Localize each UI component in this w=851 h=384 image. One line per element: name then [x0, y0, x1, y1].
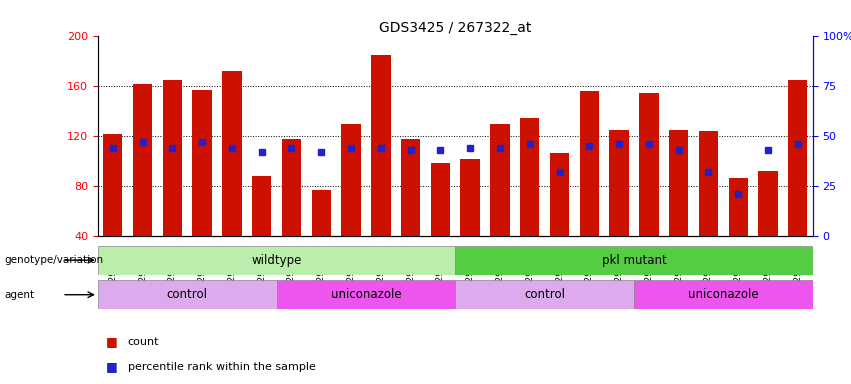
Bar: [311, 190, 331, 236]
Text: control: control: [524, 288, 565, 301]
Bar: [98, 246, 455, 275]
Bar: [401, 139, 420, 236]
Text: uniconazole: uniconazole: [688, 288, 758, 301]
Text: ■: ■: [106, 360, 123, 373]
Text: agent: agent: [4, 290, 34, 300]
Bar: [758, 171, 778, 236]
Text: genotype/variation: genotype/variation: [4, 255, 103, 265]
Bar: [163, 80, 182, 236]
Bar: [639, 93, 659, 236]
Text: count: count: [128, 337, 159, 347]
Bar: [431, 162, 450, 236]
Title: GDS3425 / 267322_at: GDS3425 / 267322_at: [379, 22, 532, 35]
Bar: [699, 131, 718, 236]
Bar: [252, 176, 271, 236]
Text: percentile rank within the sample: percentile rank within the sample: [128, 362, 316, 372]
Text: wildtype: wildtype: [251, 254, 302, 266]
Bar: [455, 280, 634, 309]
Text: uniconazole: uniconazole: [331, 288, 401, 301]
Bar: [460, 159, 480, 236]
Text: control: control: [167, 288, 208, 301]
Bar: [788, 80, 808, 236]
Bar: [222, 71, 242, 236]
Text: pkl mutant: pkl mutant: [602, 254, 666, 266]
Bar: [341, 124, 361, 236]
Bar: [520, 118, 540, 236]
Bar: [103, 134, 123, 236]
Bar: [371, 55, 391, 236]
Bar: [98, 280, 277, 309]
Text: ■: ■: [106, 335, 123, 348]
Bar: [728, 177, 748, 236]
Bar: [609, 130, 629, 236]
Bar: [277, 280, 455, 309]
Bar: [490, 124, 510, 236]
Bar: [669, 130, 688, 236]
Bar: [580, 91, 599, 236]
Bar: [550, 152, 569, 236]
Bar: [133, 84, 152, 236]
Bar: [282, 139, 301, 236]
Bar: [455, 246, 813, 275]
Bar: [634, 280, 813, 309]
Bar: [192, 90, 212, 236]
